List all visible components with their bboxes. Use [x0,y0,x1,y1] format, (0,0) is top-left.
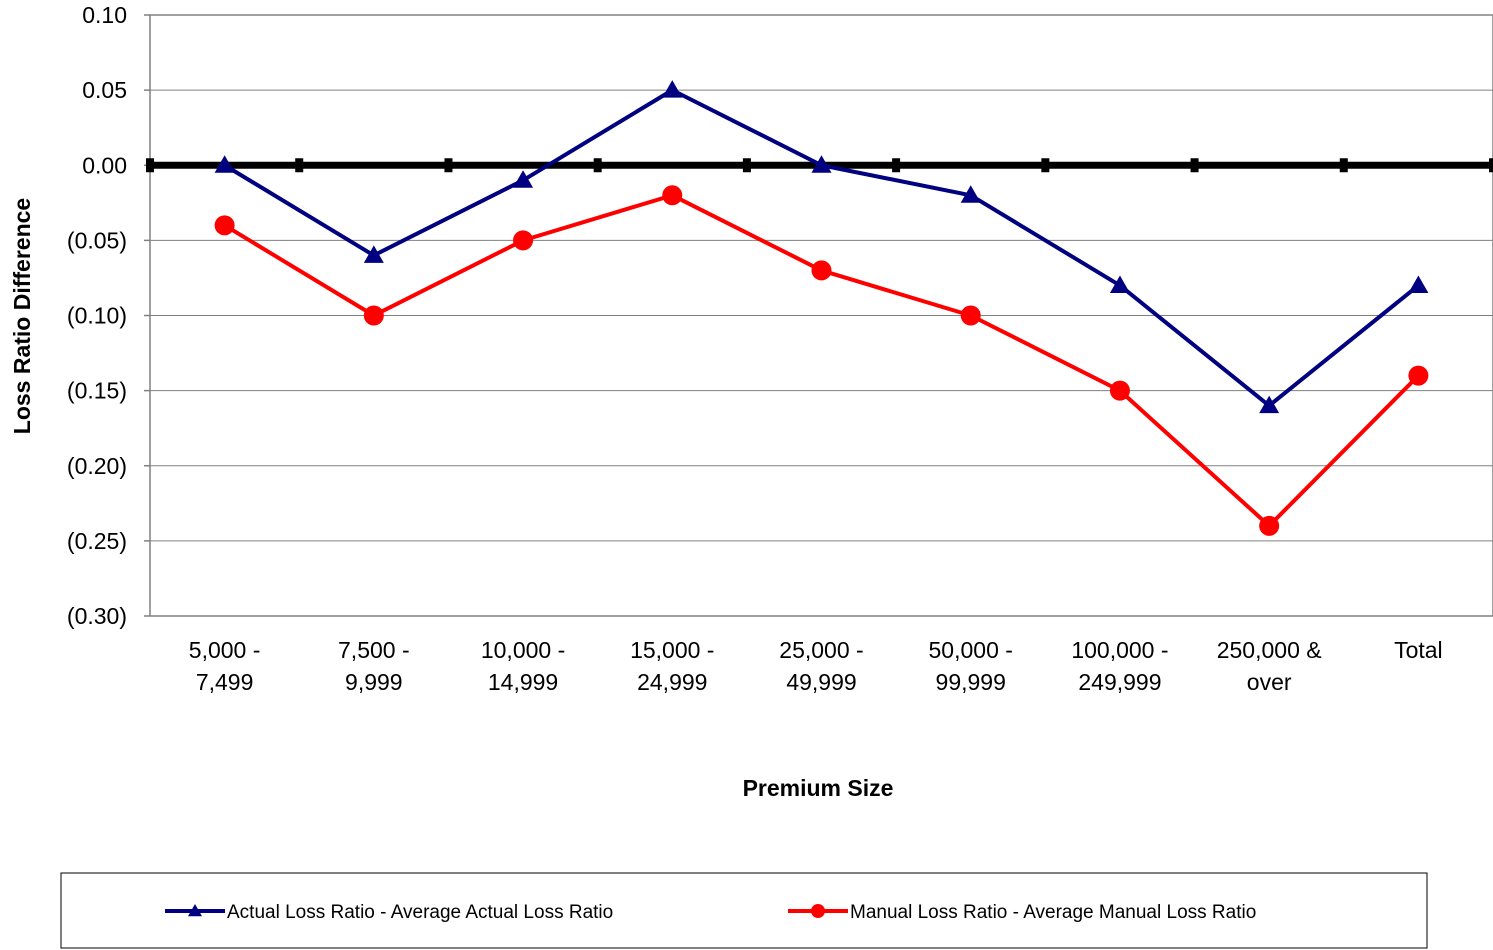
y-tick-label: 0.00 [82,152,127,178]
data-point [1259,515,1280,536]
data-point [1109,380,1130,401]
y-tick-label: 0.05 [82,77,127,103]
y-tick-label: (0.05) [67,227,127,253]
data-point [1259,395,1280,414]
x-tick-label-line: 5,000 - [189,637,261,663]
data-point [513,230,534,251]
data-point [811,260,832,281]
x-tick-label: 25,000 - 49,999 [779,637,863,695]
x-tick-label-line: 100,000 - [1071,637,1168,663]
legend-entry: Manual Loss Ratio - Average Manual Loss … [788,902,1256,923]
data-point [1408,275,1429,293]
reference-line-marker [742,158,751,173]
y-tick-label: (0.30) [67,603,127,629]
legend-label: Actual Loss Ratio - Average Actual Loss … [227,902,613,923]
reference-line-marker [1339,158,1348,173]
legend-swatch-marker [188,904,202,917]
x-tick-label-line: 7,499 [196,669,254,695]
reference-line-marker [1489,158,1493,173]
y-tick-label: (0.20) [67,453,127,479]
data-point [513,170,534,188]
x-tick-label-line: over [1247,669,1292,695]
x-tick-label-line: 49,999 [786,669,856,695]
legend: Actual Loss Ratio - Average Actual Loss … [165,902,1256,923]
reference-line-marker [444,158,453,173]
y-tick-label: 0.10 [82,2,127,28]
x-tick-label-line: 24,999 [637,669,707,695]
series [214,80,1429,536]
data-point [662,185,683,206]
y-tick-label: (0.15) [67,378,127,404]
x-tick-label-line: 7,500 - [338,637,410,663]
x-tick-label: 50,000 - 99,999 [929,637,1013,695]
reference-line-marker [892,158,901,173]
reference-line-marker [593,158,602,173]
x-tick-label: 5,000 - 7,499 [189,637,261,695]
x-tick-label-line: 250,000 & [1217,637,1322,663]
x-tick-label: 15,000 - 24,999 [630,637,714,695]
data-point [1109,275,1130,293]
y-tick-label: (0.25) [67,528,127,554]
data-point [960,305,981,326]
legend-entry: Actual Loss Ratio - Average Actual Loss … [165,902,613,923]
x-tick-label: 7,500 - 9,999 [338,637,410,695]
y-tick-labels: 0.10 0.05 0.00 (0.05) (0.10) (0.15) (0.20) (0.2… [67,2,127,629]
series-2 [214,185,1429,536]
data-point [214,215,235,236]
x-tick-label-line: 50,000 - [929,637,1013,663]
x-tick-label-line: 249,999 [1078,669,1161,695]
data-point [363,245,384,263]
legend-label: Manual Loss Ratio - Average Manual Loss … [850,902,1256,923]
data-point [1408,365,1429,386]
x-tick-label-line: 14,999 [488,669,558,695]
reference-line-marker [1041,158,1050,173]
x-tick-label-line: Total [1394,637,1443,663]
x-tick-label: Total [1394,637,1443,663]
x-tick-label-line: 10,000 - [481,637,565,663]
x-tick-label-line: 15,000 - [630,637,714,663]
reference-line-marker [295,158,304,173]
series-1 [214,80,1429,414]
data-point [363,305,384,326]
x-tick-label-line: 9,999 [345,669,403,695]
data-point [662,80,683,98]
x-tick-label-line: 25,000 - [779,637,863,663]
legend-swatch-marker [811,904,825,918]
x-tick-labels: 5,000 - 7,499 7,500 - 9,999 10,000 - 14,999 15… [189,637,1443,695]
x-tick-label-line: 99,999 [936,669,1006,695]
legend-box [60,872,1428,949]
reference-line-marker [146,158,154,173]
x-tick-label: 10,000 - 14,999 [481,637,565,695]
reference-line-marker [1190,158,1199,173]
x-axis-title: Premium Size [743,775,894,801]
y-tick-label: (0.10) [67,303,127,329]
data-point [214,155,235,173]
data-point [811,155,832,173]
data-point [960,185,981,203]
y-axis-title: Loss Ratio Difference [9,198,35,434]
x-tick-label: 250,000 & over [1217,637,1322,695]
x-tick-label: 100,000 - 249,999 [1071,637,1168,695]
